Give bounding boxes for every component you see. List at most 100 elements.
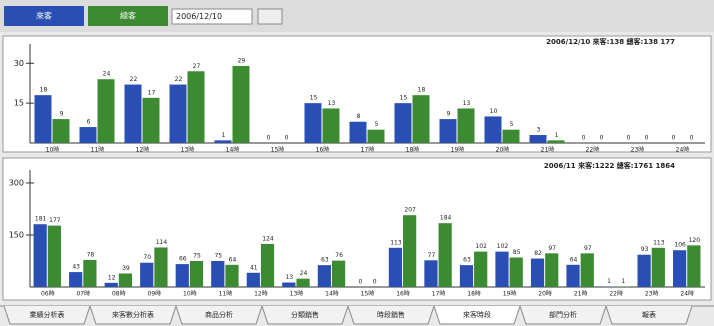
tab-label[interactable]: 分類銷售 [291, 310, 319, 319]
bar-label: 22 [175, 76, 183, 83]
bar [349, 121, 367, 143]
tab[interactable] [605, 305, 693, 325]
x-tick-label: 19時 [503, 290, 517, 298]
bar-label: 102 [497, 243, 509, 250]
bar-label: 63 [321, 257, 329, 264]
tab-label[interactable]: 部門分析 [549, 310, 577, 319]
bar [438, 223, 452, 287]
x-tick-label: 17時 [361, 146, 375, 154]
bar [175, 264, 189, 287]
date-input[interactable] [171, 8, 253, 25]
bar-label: 102 [475, 243, 487, 250]
bar [566, 264, 580, 287]
tab[interactable] [89, 305, 177, 325]
bar [33, 224, 47, 287]
bar [394, 103, 412, 143]
bar [47, 225, 61, 287]
bar-label: 0 [285, 135, 289, 142]
series-button[interactable] [88, 6, 168, 26]
bar-label: 9 [447, 111, 451, 118]
bar [545, 253, 559, 287]
tab[interactable] [347, 305, 435, 325]
x-tick-label: 12時 [254, 290, 268, 298]
bar-label: 177 [49, 217, 61, 224]
bar [529, 135, 547, 143]
bar [187, 71, 205, 143]
bar [246, 272, 260, 287]
bar-label: 64 [229, 256, 237, 263]
bar-label: 66 [179, 256, 187, 263]
bar [79, 127, 97, 143]
tab-label[interactable]: 業績分析表 [30, 310, 65, 319]
x-tick-label: 16時 [316, 146, 330, 154]
x-tick-label: 11時 [219, 290, 233, 298]
bar [673, 250, 687, 287]
bar-label: 0 [582, 135, 586, 142]
date-text[interactable]: 2006/12/10 [176, 12, 222, 21]
x-tick-label: 11時 [91, 146, 105, 154]
bar-label: 114 [156, 239, 168, 246]
bar [388, 247, 403, 287]
bar-label: 106 [674, 242, 686, 249]
bar-label: 0 [373, 279, 377, 286]
x-tick-label: 07時 [76, 290, 90, 298]
bar-label: 29 [238, 57, 246, 64]
bar [211, 260, 225, 287]
bar-label: 43 [72, 264, 80, 271]
tab[interactable] [175, 305, 263, 325]
tab[interactable] [261, 305, 349, 325]
y-tick-label: 150 [9, 230, 24, 239]
bar-label: 24 [103, 71, 111, 78]
bar [104, 282, 118, 287]
series-button[interactable] [4, 6, 84, 26]
bar [189, 260, 204, 287]
bar [142, 97, 160, 143]
tab[interactable] [3, 305, 91, 325]
bar-label: 1 [555, 132, 559, 139]
bar [530, 258, 545, 287]
bar-label: 12 [108, 274, 116, 281]
bar-label: 1 [222, 132, 226, 139]
bar-label: 78 [87, 251, 95, 258]
bar-label: 5 [375, 121, 379, 128]
x-tick-label: 09時 [148, 290, 162, 298]
x-tick-label: 18時 [406, 146, 420, 154]
go-button[interactable] [257, 8, 283, 25]
tab-label[interactable]: 來客數分析表 [112, 310, 154, 319]
bar-label: 64 [570, 256, 578, 263]
x-tick-label: 18時 [467, 290, 481, 298]
bar [403, 215, 417, 287]
bar [34, 95, 52, 143]
bar [124, 84, 142, 143]
tab[interactable] [519, 305, 607, 325]
tab[interactable] [433, 305, 521, 325]
bar [232, 65, 250, 143]
bar-label: 124 [262, 235, 274, 242]
bar-label: 77 [428, 252, 436, 259]
bar [214, 140, 232, 143]
series-button-label[interactable]: 總客 [120, 11, 136, 21]
bar-label: 75 [214, 252, 222, 259]
bar-label: 5 [510, 121, 514, 128]
bar [651, 247, 665, 287]
bar-label: 75 [193, 252, 201, 259]
bar-label: 9 [60, 111, 64, 118]
tab-label[interactable]: 時段銷售 [377, 310, 405, 319]
x-tick-label: 12時 [136, 146, 150, 154]
x-tick-label: 08時 [112, 290, 126, 298]
x-tick-label: 14時 [325, 290, 339, 298]
x-tick-label: 06時 [41, 290, 55, 298]
bar-label: 93 [641, 246, 649, 253]
tab-label[interactable]: 來客時段 [463, 310, 491, 319]
tab-label[interactable]: 商品分析 [205, 310, 233, 319]
series-button-label[interactable]: 來客 [36, 11, 52, 21]
bar-label: 70 [143, 254, 151, 261]
bar-label: 27 [193, 63, 201, 70]
bar-label: 0 [358, 279, 362, 286]
x-tick-label: 10時 [183, 290, 197, 298]
x-tick-label: 22時 [586, 146, 600, 154]
bar-label: 63 [463, 257, 471, 264]
tab-label[interactable]: 報表 [642, 310, 656, 319]
bar-label: 0 [672, 135, 676, 142]
bar-label: 13 [286, 274, 294, 281]
